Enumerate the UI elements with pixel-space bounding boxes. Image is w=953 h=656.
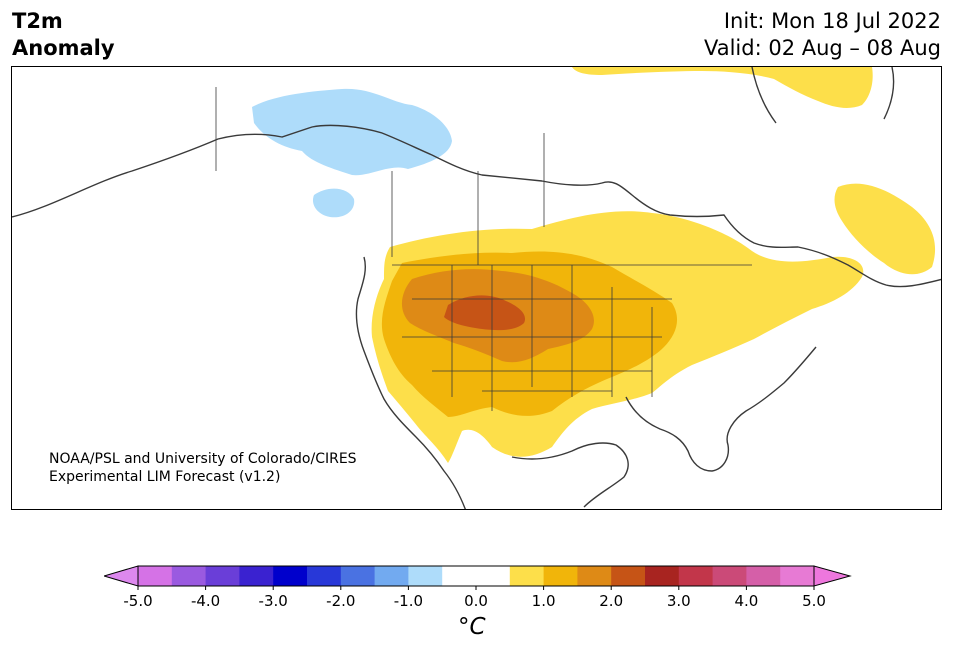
colorbar-tick-label: -3.0: [259, 592, 288, 610]
colorbar-swatch: [543, 566, 578, 586]
colorbar-swatch: [780, 566, 815, 586]
colorbar-swatch: [205, 566, 240, 586]
colorbar-tick-label: 0.0: [464, 592, 488, 610]
colorbar-tick-label: 1.0: [532, 592, 556, 610]
colorbar-swatch: [577, 566, 612, 586]
cold-anomaly-region-north: [252, 88, 452, 176]
coastlines: [12, 67, 941, 509]
colorbar-unit-label: °C: [458, 614, 486, 640]
colorbar-over-arrow: [813, 565, 852, 587]
colorbar-swatch: [138, 566, 173, 586]
colorbar-swatch: [611, 566, 646, 586]
political-borders: [215, 87, 752, 411]
colorbar-tick-label: -2.0: [326, 592, 355, 610]
credit-text: NOAA/PSL and University of Colorado/CIRE…: [49, 450, 357, 486]
date-info: Init: Mon 18 Jul 2022 Valid: 02 Aug – 08…: [704, 8, 941, 62]
colorbar-swatch: [340, 566, 376, 586]
variable-title-line2: Anomaly: [12, 36, 115, 60]
colorbar-under-arrow: [102, 565, 139, 587]
colorbar-swatch: [239, 566, 274, 586]
colorbar-swatch: [746, 566, 781, 586]
variable-title-line1: T2m: [12, 9, 63, 33]
colorbar-swatch: [509, 566, 545, 586]
colorbar-tick-label: -5.0: [123, 592, 152, 610]
colorbar-tick-label: 5.0: [802, 592, 826, 610]
colorbar-swatch: [307, 566, 342, 586]
warm-anomaly-region-greenland: [572, 67, 873, 108]
colorbar-swatch: [408, 566, 443, 586]
variable-title: T2m Anomaly: [12, 8, 115, 62]
init-date: Init: Mon 18 Jul 2022: [723, 9, 941, 33]
colorbar-swatch: [712, 566, 747, 586]
warm-anomaly-region-labrador: [834, 183, 936, 275]
colorbar-swatch: [171, 566, 207, 586]
warm-anomaly-region-2-0: [444, 295, 526, 331]
credit-line1: NOAA/PSL and University of Colorado/CIRE…: [49, 451, 357, 467]
colorbar: -5.0 -4.0 -3.0 -2.0 -1.0 0.0 1.0 2.0 3.0 4.0 5.0: [102, 565, 854, 617]
credit-line2: Experimental LIM Forecast (v1.2): [49, 469, 281, 485]
colorbar-tick-label: 2.0: [599, 592, 623, 610]
colorbar-swatch: [273, 566, 308, 586]
colorbar-swatch: [678, 566, 714, 586]
colorbar-tick-label: -4.0: [191, 592, 220, 610]
colorbar-tick-label: 4.0: [734, 592, 758, 610]
colorbar-tick-label: 3.0: [667, 592, 691, 610]
map-canvas: [12, 67, 941, 509]
colorbar-swatch: [476, 566, 511, 586]
valid-dates: Valid: 02 Aug – 08 Aug: [703, 36, 941, 60]
cold-anomaly-region-west: [312, 188, 355, 218]
colorbar-tick-label: -1.0: [394, 592, 423, 610]
anomaly-map: [11, 66, 942, 510]
colorbar-swatch: [442, 566, 477, 586]
colorbar-graphic: -5.0 -4.0 -3.0 -2.0 -1.0 0.0 1.0 2.0 3.0 4.0 5.0: [102, 565, 852, 610]
colorbar-swatch: [374, 566, 409, 586]
colorbar-swatch: [645, 566, 680, 586]
